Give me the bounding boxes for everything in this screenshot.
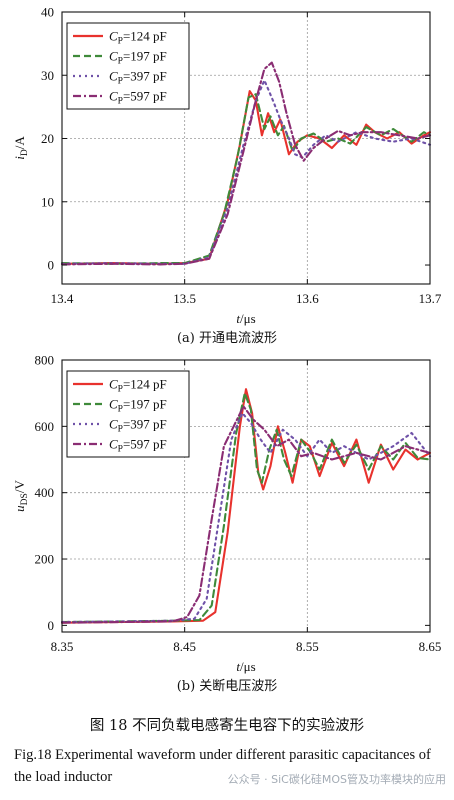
figure-caption-english: Fig.18 Experimental waveform under diffe… bbox=[14, 747, 431, 785]
legend-box bbox=[66, 370, 190, 458]
x-tick-label: 13.4 bbox=[51, 291, 74, 306]
y-tick-label: 800 bbox=[35, 353, 55, 368]
legend-label-3: CP=397 pF bbox=[109, 69, 167, 87]
legend-label-4: CP=597 pF bbox=[109, 89, 167, 107]
legend-label-1: CP=124 pF bbox=[109, 29, 167, 47]
plot-frame bbox=[61, 359, 431, 633]
series-line-4 bbox=[60, 405, 432, 624]
y-tick-label: 40 bbox=[41, 5, 54, 20]
x-tick-label: 13.5 bbox=[173, 291, 196, 306]
figure-caption-chinese: 图 18 不同负载电感寄生电容下的实验波形 bbox=[89, 718, 365, 734]
subfigure-caption: (a) 开通电流波形 bbox=[177, 331, 277, 346]
x-tick-label: 8.65 bbox=[419, 639, 442, 654]
y-tick-label: 0 bbox=[48, 618, 55, 633]
legend: CP=124 pF CP=197 pF CP=397 pF CP=597 pF bbox=[66, 22, 190, 110]
legend: CP=124 pF CP=197 pF CP=397 pF CP=597 pF bbox=[66, 370, 190, 458]
legend-label-2: CP=197 pF bbox=[109, 49, 167, 67]
y-tick-label: 600 bbox=[35, 419, 55, 434]
y-tick-label: 30 bbox=[41, 68, 54, 83]
x-axis-label: t/μs bbox=[236, 659, 255, 674]
chart-panel-b: 8.35 8.45 8.55 8.65 0 200 400 600 800 t/μs uDS/V CP… bbox=[12, 353, 441, 695]
legend-label-1: CP=124 pF bbox=[109, 377, 167, 395]
legend-label-3: CP=397 pF bbox=[109, 417, 167, 435]
legend-label-2: CP=197 pF bbox=[109, 397, 167, 415]
x-tick-label: 13.6 bbox=[296, 291, 319, 306]
x-axis-label: t/μs bbox=[236, 311, 255, 326]
legend-label-4: CP=597 pF bbox=[109, 437, 167, 455]
x-tick-label: 8.35 bbox=[51, 639, 74, 654]
y-tick-label: 10 bbox=[41, 194, 54, 209]
series-line-4 bbox=[60, 61, 432, 266]
y-axis-label: iD/A bbox=[12, 136, 30, 160]
y-tick-label: 200 bbox=[35, 552, 55, 567]
y-tick-label: 20 bbox=[41, 131, 54, 146]
series-line-3 bbox=[60, 412, 432, 624]
watermark: 公众号 · SiC碳化硅MOS管及功率模块的应用 bbox=[227, 773, 446, 786]
x-tick-label: 8.55 bbox=[296, 639, 319, 654]
plot-frame bbox=[61, 11, 431, 285]
series-line-3 bbox=[60, 79, 432, 265]
series-line-1 bbox=[60, 90, 432, 265]
y-tick-label: 400 bbox=[35, 485, 55, 500]
series-line-1 bbox=[60, 388, 432, 624]
y-tick-label: 0 bbox=[48, 258, 55, 273]
subfigure-caption: (b) 关断电压波形 bbox=[177, 679, 278, 694]
x-tick-label: 8.45 bbox=[173, 639, 196, 654]
legend-box bbox=[66, 22, 190, 110]
x-tick-label: 13.7 bbox=[419, 291, 442, 306]
chart-panel-a: 13.4 13.5 13.6 13.7 0 10 20 30 40 t/μs iD/A CP=124 … bbox=[12, 5, 442, 347]
y-axis-label: uDS/V bbox=[12, 480, 30, 512]
series-line-2 bbox=[60, 93, 432, 265]
